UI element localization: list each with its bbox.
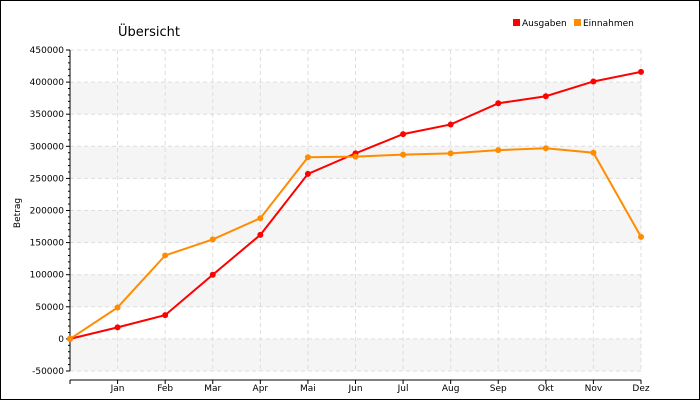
x-tick-label: Jun bbox=[347, 384, 362, 394]
x-tick-label: Jan bbox=[110, 384, 125, 394]
x-tick-label: Apr bbox=[253, 384, 269, 394]
legend-label-ausgaben: Ausgaben bbox=[522, 19, 567, 29]
x-tick-label: Nov bbox=[585, 384, 603, 394]
series-points bbox=[67, 68, 644, 342]
y-tick-label: 0 bbox=[58, 335, 64, 345]
x-tick-label: Mar bbox=[204, 384, 221, 394]
data-point-einnahmen bbox=[257, 215, 264, 222]
x-tick-label: Sep bbox=[490, 384, 507, 394]
data-point-ausgaben bbox=[638, 68, 644, 75]
data-point-einnahmen bbox=[590, 149, 597, 156]
chart-title: Übersicht bbox=[118, 23, 180, 40]
data-point-ausgaben bbox=[400, 131, 407, 138]
data-point-einnahmen bbox=[114, 304, 121, 311]
data-point-ausgaben bbox=[162, 312, 169, 319]
x-tick-label: Okt bbox=[538, 384, 554, 394]
data-point-ausgaben bbox=[257, 231, 264, 238]
x-tick-label: Jul bbox=[397, 384, 409, 394]
y-tick-label: 100000 bbox=[30, 271, 65, 281]
data-point-ausgaben bbox=[304, 170, 311, 177]
data-point-einnahmen bbox=[638, 233, 644, 240]
data-point-ausgaben bbox=[114, 324, 121, 331]
data-point-einnahmen bbox=[352, 153, 359, 160]
data-point-einnahmen bbox=[162, 252, 169, 259]
data-point-ausgaben bbox=[495, 100, 502, 107]
x-tick-label: Dez bbox=[632, 384, 649, 394]
data-point-einnahmen bbox=[304, 154, 311, 161]
data-point-ausgaben bbox=[590, 78, 597, 85]
data-point-ausgaben bbox=[209, 271, 216, 278]
y-tick-label: 200000 bbox=[30, 207, 65, 217]
y-tick-label: -50000 bbox=[32, 367, 64, 377]
y-tick-label: 150000 bbox=[30, 239, 65, 249]
y-tick-label: 300000 bbox=[30, 142, 65, 152]
data-point-einnahmen bbox=[495, 147, 502, 154]
y-tick-label: 450000 bbox=[30, 46, 65, 56]
legend: Ausgaben Einnahmen bbox=[513, 19, 634, 29]
y-tick-label: 400000 bbox=[30, 78, 65, 88]
x-tick-label: Feb bbox=[157, 384, 173, 394]
y-axis-title: Betrag bbox=[13, 198, 23, 228]
y-tick-label: 250000 bbox=[30, 174, 65, 184]
y-tick-label: 50000 bbox=[35, 303, 64, 313]
data-point-einnahmen bbox=[542, 145, 549, 152]
data-point-einnahmen bbox=[447, 150, 454, 157]
data-point-ausgaben bbox=[542, 93, 549, 100]
data-point-ausgaben bbox=[447, 121, 454, 128]
legend-label-einnahmen: Einnahmen bbox=[583, 19, 634, 29]
data-point-einnahmen bbox=[209, 236, 216, 243]
tick-labels: -50000 0 50000 100000 150000 200000 250000 3000… bbox=[30, 46, 650, 394]
data-point-einnahmen bbox=[67, 335, 73, 342]
x-tick-label: Aug bbox=[442, 384, 460, 394]
axes bbox=[66, 49, 642, 384]
legend-swatch-einnahmen bbox=[574, 19, 581, 26]
legend-swatch-ausgaben bbox=[513, 19, 520, 26]
x-tick-label: Mai bbox=[300, 384, 316, 394]
y-tick-label: 350000 bbox=[30, 110, 65, 120]
data-point-einnahmen bbox=[400, 151, 407, 158]
